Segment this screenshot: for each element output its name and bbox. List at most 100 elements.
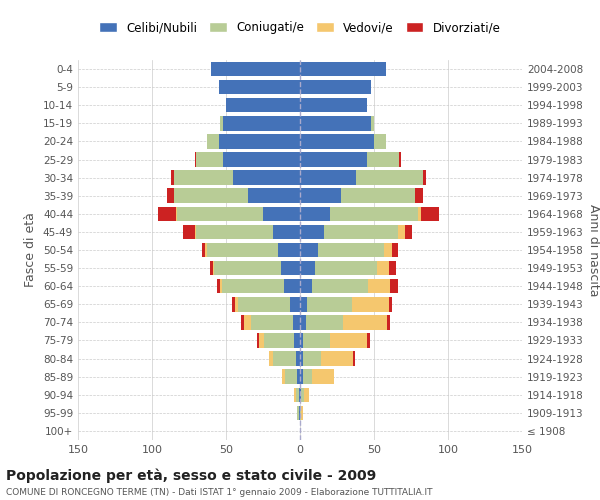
Bar bbox=[329, 206, 418, 221]
Bar bbox=[300, 370, 303, 384]
Bar bbox=[235, 297, 238, 312]
Bar bbox=[343, 315, 388, 330]
Bar bbox=[196, 224, 274, 239]
Bar bbox=[207, 243, 278, 257]
Bar bbox=[388, 315, 390, 330]
Y-axis label: Fasce di età: Fasce di età bbox=[25, 212, 37, 288]
Bar bbox=[183, 224, 195, 239]
Bar bbox=[323, 224, 398, 239]
Bar bbox=[392, 243, 398, 257]
Bar bbox=[318, 243, 385, 257]
Bar bbox=[368, 279, 390, 293]
Bar bbox=[290, 297, 300, 312]
Bar bbox=[226, 98, 300, 112]
Bar bbox=[274, 224, 300, 239]
Bar bbox=[405, 224, 412, 239]
Bar bbox=[238, 297, 290, 312]
Bar bbox=[233, 170, 300, 185]
Bar bbox=[211, 62, 300, 76]
Bar bbox=[232, 297, 235, 312]
Bar bbox=[300, 170, 356, 185]
Bar bbox=[218, 134, 300, 148]
Bar bbox=[421, 206, 439, 221]
Bar bbox=[389, 261, 396, 276]
Bar bbox=[263, 206, 300, 221]
Bar bbox=[300, 80, 371, 94]
Bar bbox=[167, 188, 174, 203]
Bar bbox=[251, 315, 293, 330]
Bar bbox=[195, 224, 196, 239]
Y-axis label: Anni di nascita: Anni di nascita bbox=[587, 204, 600, 296]
Bar bbox=[300, 261, 315, 276]
Bar bbox=[284, 279, 300, 293]
Bar bbox=[329, 333, 367, 347]
Legend: Celibi/Nubili, Coniugati/e, Vedovi/e, Divorziati/e: Celibi/Nubili, Coniugati/e, Vedovi/e, Di… bbox=[95, 16, 505, 39]
Bar bbox=[285, 370, 297, 384]
Bar bbox=[389, 297, 392, 312]
Bar bbox=[423, 170, 426, 185]
Bar bbox=[293, 315, 300, 330]
Bar bbox=[367, 152, 399, 167]
Bar bbox=[259, 333, 265, 347]
Bar bbox=[299, 388, 300, 402]
Bar bbox=[300, 406, 301, 420]
Bar bbox=[300, 315, 306, 330]
Bar bbox=[385, 243, 392, 257]
Bar bbox=[257, 333, 259, 347]
Bar bbox=[212, 261, 214, 276]
Bar bbox=[304, 388, 309, 402]
Bar bbox=[301, 388, 304, 402]
Bar bbox=[274, 352, 296, 366]
Bar bbox=[158, 206, 176, 221]
Bar bbox=[220, 116, 223, 130]
Bar bbox=[299, 406, 300, 420]
Bar bbox=[174, 188, 248, 203]
Bar bbox=[377, 261, 389, 276]
Bar bbox=[269, 352, 274, 366]
Bar bbox=[220, 279, 221, 293]
Bar bbox=[294, 333, 300, 347]
Bar bbox=[278, 243, 300, 257]
Bar bbox=[297, 370, 300, 384]
Bar bbox=[300, 243, 318, 257]
Bar bbox=[418, 206, 421, 221]
Bar bbox=[352, 297, 389, 312]
Bar bbox=[371, 116, 374, 130]
Bar bbox=[300, 224, 323, 239]
Bar bbox=[300, 134, 374, 148]
Bar bbox=[300, 116, 371, 130]
Bar bbox=[321, 352, 353, 366]
Bar bbox=[356, 170, 423, 185]
Bar bbox=[415, 188, 423, 203]
Bar bbox=[296, 352, 300, 366]
Bar bbox=[207, 134, 218, 148]
Bar bbox=[214, 261, 281, 276]
Bar bbox=[248, 188, 300, 203]
Bar bbox=[341, 188, 415, 203]
Bar bbox=[398, 224, 405, 239]
Bar bbox=[221, 279, 284, 293]
Bar bbox=[306, 315, 343, 330]
Bar bbox=[294, 388, 296, 402]
Bar bbox=[265, 333, 294, 347]
Bar bbox=[300, 388, 301, 402]
Text: COMUNE DI RONCEGNO TERME (TN) - Dati ISTAT 1° gennaio 2009 - Elaborazione TUTTIT: COMUNE DI RONCEGNO TERME (TN) - Dati IST… bbox=[6, 488, 433, 497]
Bar bbox=[312, 370, 334, 384]
Bar bbox=[281, 261, 300, 276]
Bar bbox=[300, 62, 386, 76]
Bar bbox=[177, 206, 263, 221]
Bar bbox=[367, 333, 370, 347]
Bar bbox=[353, 352, 355, 366]
Bar bbox=[312, 279, 368, 293]
Bar bbox=[301, 406, 303, 420]
Bar bbox=[218, 80, 300, 94]
Bar bbox=[282, 370, 285, 384]
Bar bbox=[223, 152, 300, 167]
Bar bbox=[303, 333, 329, 347]
Bar bbox=[223, 116, 300, 130]
Bar bbox=[196, 152, 223, 167]
Text: Popolazione per età, sesso e stato civile - 2009: Popolazione per età, sesso e stato civil… bbox=[6, 468, 376, 483]
Bar bbox=[307, 297, 352, 312]
Bar bbox=[217, 279, 220, 293]
Bar bbox=[300, 206, 329, 221]
